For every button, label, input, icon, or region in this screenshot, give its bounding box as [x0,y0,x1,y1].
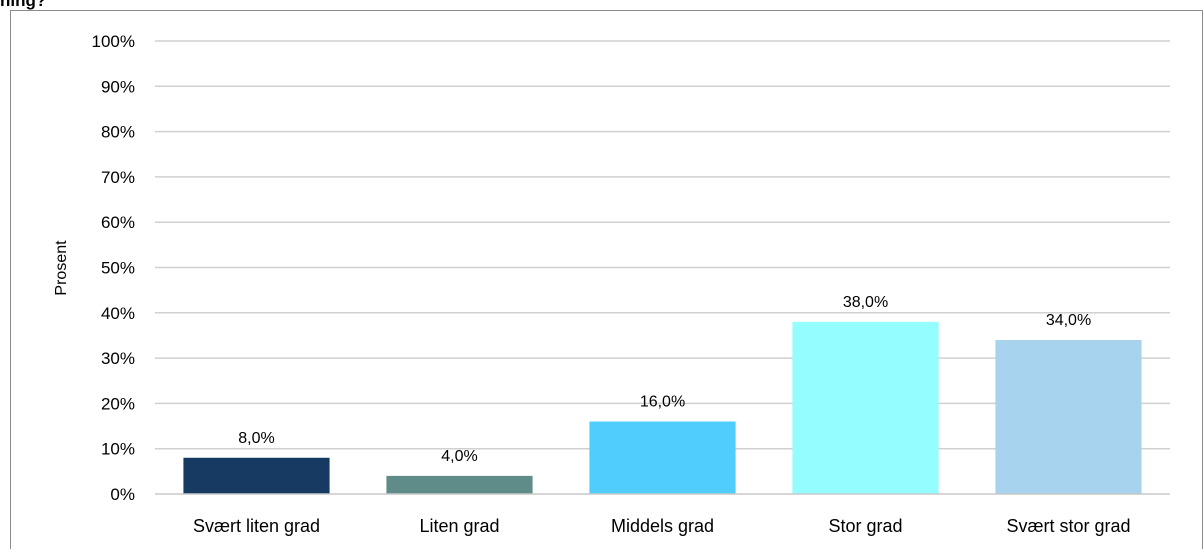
y-tick-label: 0% [110,485,135,504]
category-label: Liten grad [419,516,499,536]
data-label: 34,0% [1046,312,1091,329]
bar [589,421,736,494]
y-tick-label: 20% [101,394,135,413]
data-label: 16,0% [640,394,685,411]
data-label: 4,0% [441,448,477,465]
y-tick-label: 100% [92,32,135,51]
y-tick-label: 60% [101,213,135,232]
y-tick-label: 70% [101,168,135,187]
category-label: Svært stor grad [1006,516,1130,536]
category-label: Middels grad [611,516,714,536]
data-label: 38,0% [843,294,888,311]
category-label: Stor grad [828,516,902,536]
bar [995,339,1142,494]
chart-frame [10,10,1203,549]
y-tick-label: 90% [101,77,135,96]
y-tick-label: 30% [101,349,135,368]
y-tick-label: 10% [101,440,135,459]
bar [386,475,533,494]
chart-title: ning? [0,0,47,10]
data-label: 8,0% [238,430,274,447]
y-tick-label: 80% [101,123,135,142]
labels: 0% 10% 20% 30% 40% 50% 60% 70% 80% 90% 100% 8,0% Svæ… [92,32,1131,536]
category-label: Svært liten grad [193,516,320,536]
y-tick-label: 50% [101,259,135,278]
bar [792,321,939,494]
y-axis-title: Prosent [53,240,70,296]
bars [183,321,1142,494]
y-tick-label: 40% [101,304,135,323]
bar [183,457,330,494]
